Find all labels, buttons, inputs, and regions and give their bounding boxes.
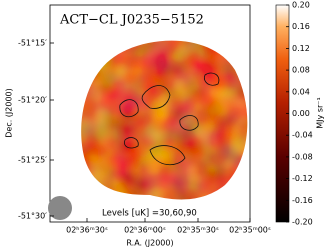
y-tick-label: -51°15′ bbox=[18, 39, 47, 48]
colorbar-tick-label: -0.20 bbox=[292, 218, 313, 227]
colorbar-tick-label: 0.16 bbox=[292, 22, 310, 31]
colorbar-tick-label: 0.12 bbox=[292, 44, 310, 53]
x-tick-label: 02ʰ36ᵐ30ˢ bbox=[66, 226, 108, 235]
x-axis-label: R.A. (J2000) bbox=[126, 239, 173, 248]
colorbar-label: MJy sr⁻¹ bbox=[316, 97, 325, 128]
colorbar-tick-label: 0.00 bbox=[292, 109, 310, 118]
beam bbox=[48, 196, 72, 220]
x-tick-label: 02ʰ35ᵐ30ˢ bbox=[177, 226, 219, 235]
colorbar-tick-label: 0.20 bbox=[292, 1, 310, 10]
y-tick-label: -51°30′ bbox=[18, 212, 47, 221]
colorbar-tick-label: -0.16 bbox=[292, 196, 313, 205]
y-tick-label: -51°25′ bbox=[18, 156, 47, 165]
map bbox=[81, 40, 248, 200]
colorbar-tick-label: 0.04 bbox=[292, 87, 310, 96]
x-tick-label: 02ʰ35ᵐ00ˢ bbox=[229, 226, 271, 235]
y-axis-label: Dec. (J2000) bbox=[5, 88, 14, 138]
chart-title: ACT−CL J0235−5152 bbox=[59, 13, 204, 28]
annotation: Levels [uK] =30,60,90 bbox=[102, 209, 197, 219]
x-tick-label: 02ʰ36ᵐ00ˢ bbox=[124, 226, 166, 235]
colorbar-tick-label: -0.08 bbox=[292, 152, 313, 161]
colorbar-tick-label: -0.04 bbox=[292, 131, 313, 140]
colorbar-tick-label: -0.12 bbox=[292, 174, 313, 183]
colorbar-tick-label: 0.08 bbox=[292, 66, 310, 75]
y-tick-label: -51°20′ bbox=[18, 96, 47, 105]
